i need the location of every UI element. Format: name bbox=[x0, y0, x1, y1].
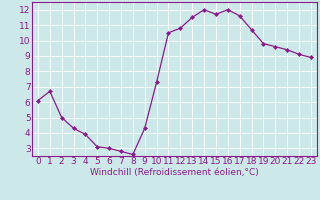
X-axis label: Windchill (Refroidissement éolien,°C): Windchill (Refroidissement éolien,°C) bbox=[90, 168, 259, 177]
